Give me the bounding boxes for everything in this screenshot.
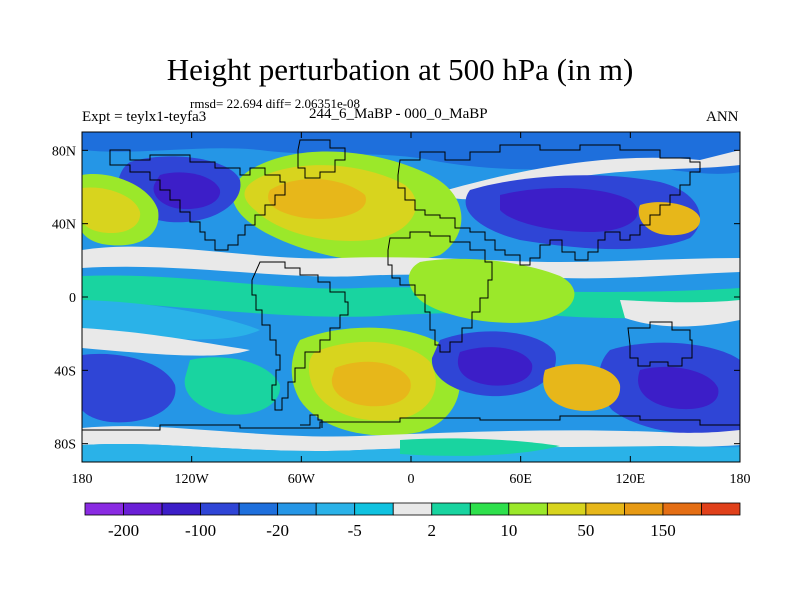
outline-antarctica [82, 415, 740, 431]
contour-aus-low-inner [638, 366, 719, 410]
colorbar-label: -100 [185, 521, 216, 540]
period-label: 244_6_MaBP - 000_0_MaBP [309, 106, 488, 122]
contour-zero-streak-east [620, 300, 740, 327]
colorbar-label: -20 [266, 521, 289, 540]
colorbar-swatch [315, 502, 356, 516]
contour-antarctic-zero [82, 426, 740, 452]
contour-sindian-low-inner [457, 347, 533, 386]
contour-asia-low-inner [500, 188, 638, 232]
outline-north-america [109, 149, 286, 251]
rmsd-diff-stats: rmsd= 22.694 diff= 2.06351e-08 [190, 96, 361, 111]
colorbar-swatch [624, 502, 664, 516]
lon-tick-label: 180 [72, 472, 93, 487]
lat-tick-label: 40N [52, 218, 76, 233]
lat-tick-label: 40S [54, 364, 76, 379]
contour-south-pacific-low [82, 353, 176, 423]
colorbar-label: 2 [428, 521, 437, 540]
colorbar-swatch [123, 502, 163, 516]
lon-tick-label: 0 [408, 472, 415, 487]
colorbar-swatch [662, 502, 702, 516]
colorbar-label: 10 [500, 521, 517, 540]
lat-axis: 80N 40N 0 40S 80S [52, 144, 740, 453]
colorbar-swatch [161, 502, 201, 516]
lon-tick-label: 180 [730, 472, 751, 487]
colorbar-label: 150 [650, 521, 676, 540]
contour-zero-streak-north [82, 246, 740, 279]
contour-antarctic-green [400, 438, 560, 456]
lon-tick-label: 60E [509, 472, 532, 487]
contour-na-orange [268, 179, 366, 219]
colorbar-swatch [392, 502, 433, 516]
colorbar-swatch [469, 502, 510, 516]
colorbar-label: 50 [577, 521, 594, 540]
contour-tropical-green [82, 275, 740, 319]
contour-south-pacific-green [184, 357, 281, 415]
contour-equatorial-positive [408, 258, 575, 323]
outline-greenland [297, 139, 346, 179]
colorbar-swatch [238, 502, 279, 516]
outline-australia [627, 321, 693, 367]
colorbar-label: -200 [108, 521, 139, 540]
contour-zero-streak-southpac [82, 328, 250, 356]
lon-tick-label: 120W [175, 472, 210, 487]
colorbar-swatch [508, 502, 548, 516]
lon-tick-label: 120E [616, 472, 646, 487]
lon-axis: 180 120W 60W 0 60E 120E 180 [72, 132, 751, 487]
continent-outlines [82, 139, 740, 431]
lat-tick-label: 0 [69, 291, 76, 306]
contour-field [82, 132, 740, 462]
contour-wpac-yellow [82, 187, 141, 234]
lat-tick-label: 80N [52, 144, 76, 159]
outline-eurasia [397, 144, 701, 266]
colorbar-label: -5 [348, 521, 362, 540]
contour-asia-high [638, 202, 701, 236]
colorbar-swatch [701, 502, 741, 516]
season-label: ANN [706, 109, 739, 125]
contour-sindian-high [543, 364, 621, 411]
outline-africa [387, 231, 493, 353]
colorbar-swatch [277, 502, 317, 516]
colorbar-swatch [546, 502, 587, 516]
colorbar-swatch [354, 502, 394, 516]
lon-tick-label: 60W [288, 472, 316, 487]
colorbar-swatch [431, 502, 471, 516]
colorbar-swatch [585, 502, 625, 516]
plot-title: Height perturbation at 500 hPa (in m) [166, 52, 634, 87]
contour-satl-orange [331, 361, 411, 407]
outline-antarctic-peninsula [300, 414, 323, 428]
colorbar-swatch [200, 502, 240, 516]
colorbar-swatch [84, 502, 124, 516]
experiment-label: Expt = teylx1-teyfa3 [82, 109, 207, 125]
outline-south-america [251, 261, 349, 411]
lat-tick-label: 80S [54, 438, 76, 453]
colorbar: -200 -100 -20 -5 2 10 50 150 [84, 502, 741, 540]
contour-tropical-pacific-blue [82, 300, 260, 340]
